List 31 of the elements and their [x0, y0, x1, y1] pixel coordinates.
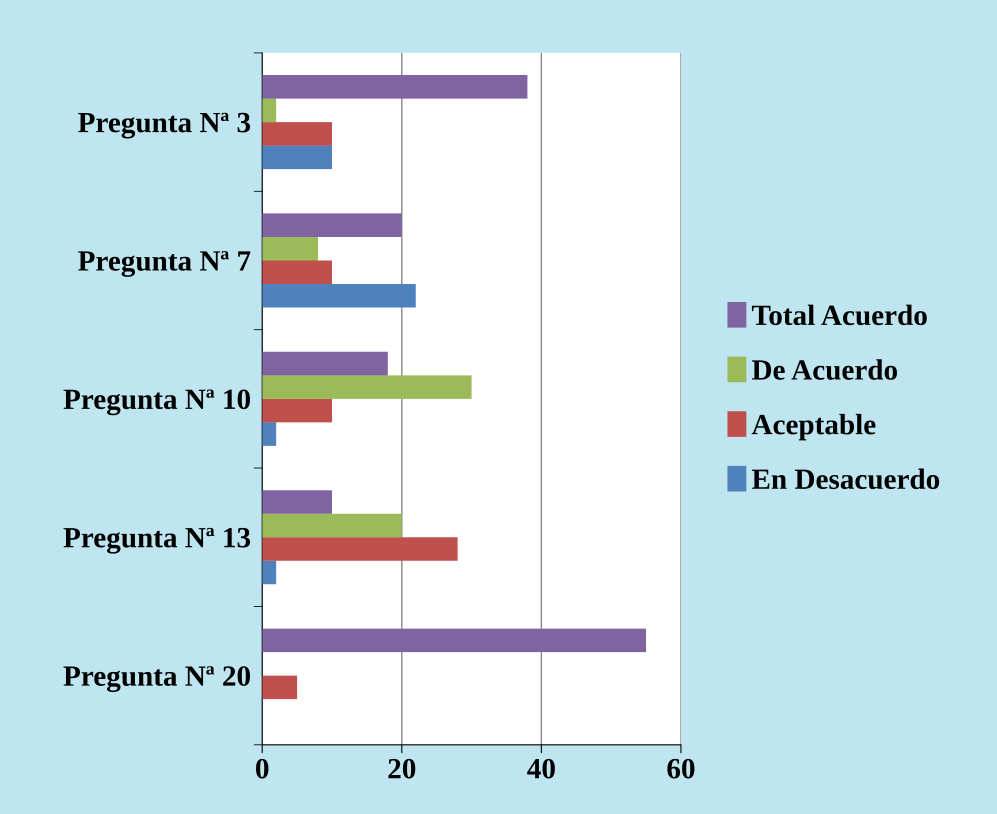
y-tick-label: Pregunta Nª 20	[64, 666, 250, 692]
legend-label: En Desacuerdo	[752, 468, 940, 490]
bar	[262, 236, 318, 260]
bar	[262, 213, 402, 237]
bar	[262, 628, 646, 652]
y-tick-label: Pregunta Nª 10	[64, 389, 250, 416]
bar	[262, 260, 332, 284]
x-tick-label: 20	[388, 758, 416, 779]
legend-label: Aceptable	[752, 414, 876, 440]
legend-label: De Acuerdo	[752, 359, 897, 380]
bar	[262, 490, 332, 514]
bar	[262, 398, 332, 422]
x-tick-label: 0	[256, 758, 268, 779]
x-tick-label: 40	[527, 758, 555, 779]
bar	[262, 284, 416, 308]
bar	[262, 352, 388, 376]
bar	[262, 98, 276, 122]
bar	[262, 560, 276, 584]
x-tick-label: 60	[667, 758, 694, 779]
bar	[262, 122, 332, 146]
y-tick-label: Pregunta Nª 7	[78, 251, 250, 277]
bar	[262, 422, 276, 446]
bar	[262, 676, 298, 700]
bar	[262, 375, 472, 399]
bar	[262, 537, 458, 561]
y-tick-label: Pregunta Nª 3	[78, 112, 250, 139]
y-tick-label: Pregunta Nª 13	[64, 528, 250, 554]
bar	[262, 514, 402, 538]
bar	[262, 75, 528, 99]
legend-label: Total Acuerdo	[752, 304, 927, 326]
bar	[262, 146, 332, 170]
